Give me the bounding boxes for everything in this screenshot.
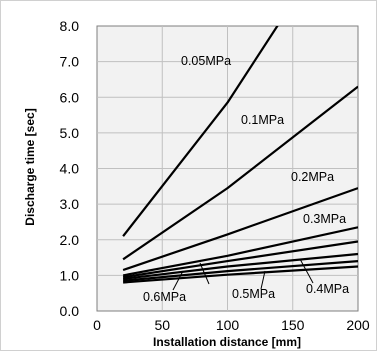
series-line-0-2mpa [122,187,358,272]
label-leader-1 [299,258,314,284]
series-label-0-4mpa: 0.4MPa [306,282,349,296]
series-line-0-5mpa [122,260,358,282]
y-tick-labels: 0.0 1.0 2.0 3.0 4.0 5.0 6.0 7.0 8.0 [60,18,80,319]
y-tick-label: 5.0 [60,125,80,141]
series-label-0-1mpa: 0.1MPa [241,113,284,127]
series-label-0-2mpa: 0.2MPa [291,170,334,184]
y-tick-label: 2.0 [60,232,80,248]
x-tick-label: 150 [281,317,305,333]
x-tick-label: 50 [154,317,170,333]
discharge-time-chart: 0.0 1.0 2.0 3.0 4.0 5.0 6.0 7.0 8.0 0 50 100 150 200… [23,18,370,349]
label-leader-2 [260,270,266,290]
y-tick-label: 4.0 [60,161,80,177]
series-line-0-4mpa [122,252,358,280]
series-label-0-6mpa: 0.6MPa [143,290,186,304]
label-leader-0 [199,262,210,285]
y-tick-label: 0.0 [60,303,80,319]
series-label-0-3mpa: 0.3MPa [303,212,346,226]
series-lines [122,26,358,284]
series-line-0-6mpa [123,265,358,284]
x-tick-label: 100 [216,317,240,333]
x-axis-title: Installation distance [mm] [153,335,301,349]
y-tick-label: 6.0 [60,89,80,105]
series-line-0-1mpa [122,85,358,261]
x-tick-labels: 0 50 100 150 200 [93,317,370,333]
series-line-unlabeled-4 [122,240,358,279]
y-tick-label: 8.0 [60,18,80,34]
label-leader-3 [172,270,184,291]
series-label-0-5mpa: 0.5MPa [232,287,275,301]
y-tick-label: 1.0 [60,267,80,283]
x-tick-label: 0 [93,317,101,333]
y-axis-title: Discharge time [sec] [23,108,37,225]
y-tick-label: 7.0 [60,54,80,70]
series-line-0-05mpa [122,26,279,237]
y-tick-label: 3.0 [60,196,80,212]
series-label-0-05mpa: 0.05MPa [181,54,231,68]
x-tick-label: 200 [346,317,370,333]
series-line-0-3mpa [122,226,358,277]
